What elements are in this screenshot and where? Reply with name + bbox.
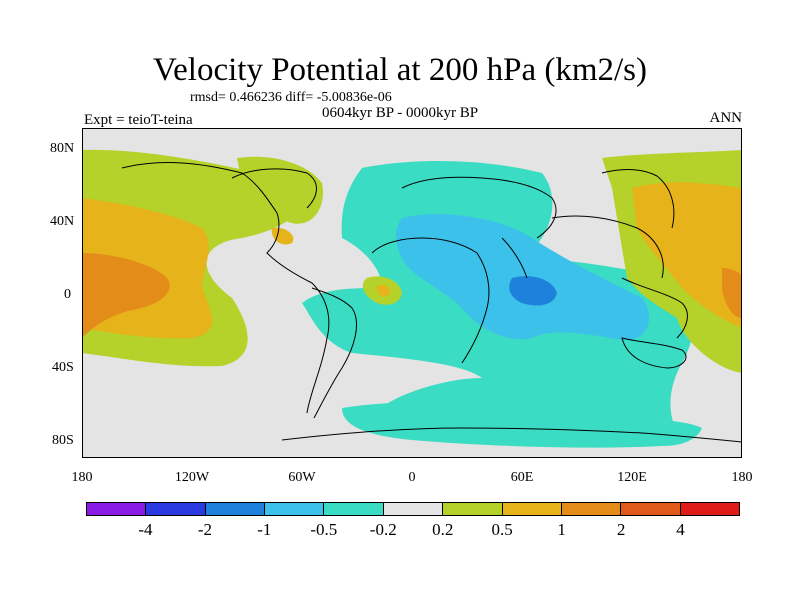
stats-line: rmsd= 0.466236 diff= -5.00836e-06 xyxy=(190,90,392,105)
atlantic-north-positive xyxy=(237,156,323,224)
lon-tick-120e: 120E xyxy=(617,470,647,485)
colorbar-label: -0.5 xyxy=(310,520,338,539)
lon-tick-120w: 120W xyxy=(174,470,210,485)
season-label: ANN xyxy=(709,110,743,126)
map-panel xyxy=(82,128,742,458)
colorbar-label: 4 xyxy=(676,520,685,539)
contour-map xyxy=(82,128,742,458)
lat-tick-40s: 40S xyxy=(52,360,74,375)
colorbar-label: -1 xyxy=(257,520,272,539)
colorbar-label: 0.5 xyxy=(491,520,513,539)
map-frame xyxy=(82,128,742,458)
lon-tick-0: 0 xyxy=(408,470,416,485)
colorbar-swatch xyxy=(443,503,503,515)
colorbar-swatch xyxy=(324,503,384,515)
west-pacific-positive-max xyxy=(722,268,742,318)
lon-tick-180w: 180 xyxy=(71,470,93,485)
southern-ocean-negative-band xyxy=(342,402,702,448)
colorbar-labels: -4 -2 -1 -0.5 -0.2 0.2 0.5 1 2 4 xyxy=(86,520,740,540)
coastlines xyxy=(121,162,742,443)
colorbar-swatch xyxy=(146,503,206,515)
lat-tick-40n: 40N xyxy=(50,214,75,229)
atlantic-north-positive-core xyxy=(271,227,294,245)
colorbar-swatch xyxy=(265,503,325,515)
west-pacific-positive-core xyxy=(632,182,742,328)
colorbar-swatch xyxy=(502,503,562,515)
colorbar-label: 0.2 xyxy=(432,520,454,539)
colorbar-swatch xyxy=(561,503,622,515)
colorbar-label: 1 xyxy=(557,520,566,539)
lon-tick-60e: 60E xyxy=(510,470,534,485)
lon-tick-180e: 180 xyxy=(731,470,753,485)
experiment-label: Expt = teioT-teina xyxy=(84,112,193,128)
lon-tick-60w: 60W xyxy=(288,470,316,485)
colorbar-swatch xyxy=(680,503,739,515)
plot-title: Velocity Potential at 200 hPa (km2/s) xyxy=(152,52,648,88)
period-label: 0604kyr BP - 0000kyr BP xyxy=(322,105,479,121)
colorbar-swatch xyxy=(621,503,681,515)
equatorial-atlantic-positive-core xyxy=(376,285,391,297)
lat-tick-80n: 80N xyxy=(50,141,75,156)
colorbar-label: -4 xyxy=(138,520,153,539)
colorbar xyxy=(86,502,740,516)
pacific-positive-max xyxy=(82,253,170,338)
colorbar-swatch xyxy=(87,503,147,515)
colorbar-label: -2 xyxy=(197,520,212,539)
lat-tick-80s: 80S xyxy=(52,433,74,448)
colorbar-label: -0.2 xyxy=(369,520,397,539)
colorbar-swatch xyxy=(383,503,444,515)
lat-tick-eq: 0 xyxy=(64,287,71,302)
colorbar-label: 2 xyxy=(616,520,626,539)
central-negative-max xyxy=(509,276,557,306)
colorbar-swatch xyxy=(205,503,266,515)
